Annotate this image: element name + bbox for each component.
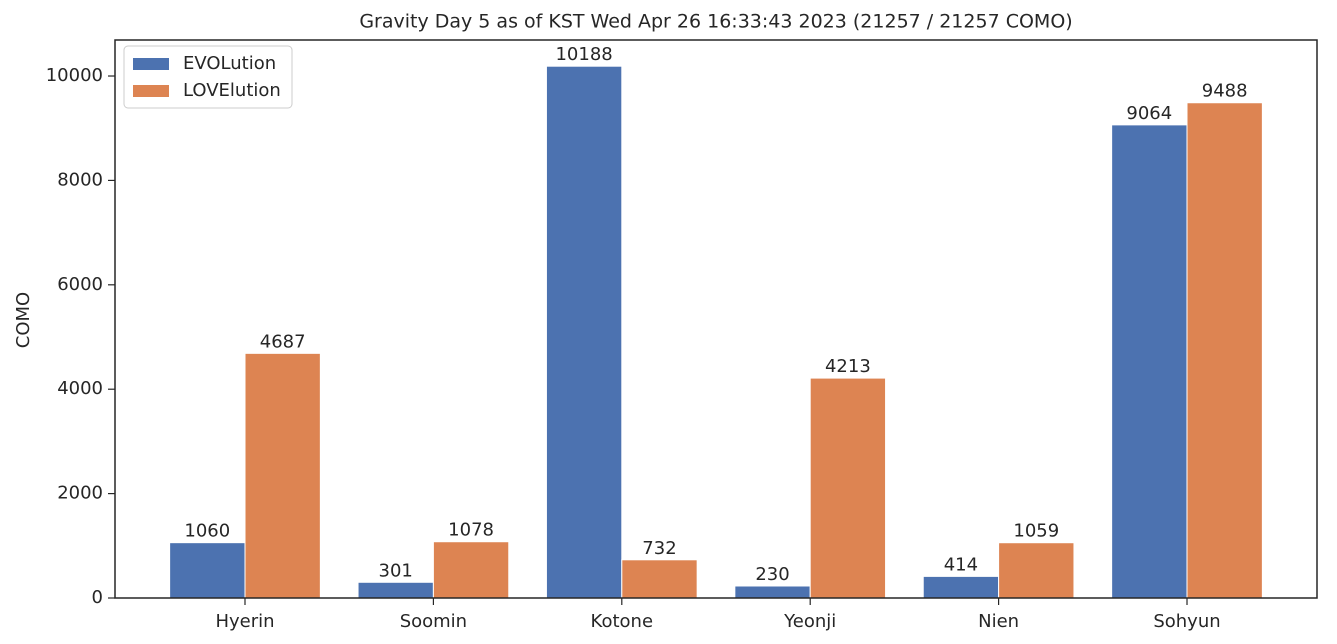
value-label: 301 bbox=[379, 560, 413, 581]
x-tick-label: Soomin bbox=[400, 611, 467, 632]
bar bbox=[621, 559, 698, 599]
bar bbox=[809, 377, 887, 599]
bar bbox=[357, 581, 434, 599]
plot-frame bbox=[114, 39, 1318, 599]
y-tick-label: 4000 bbox=[57, 378, 103, 399]
x-tick-label: Hyerin bbox=[215, 611, 274, 632]
x-tick-label: Sohyun bbox=[1153, 611, 1220, 632]
y-tick-label: 2000 bbox=[57, 483, 103, 504]
value-label: 4213 bbox=[825, 356, 871, 377]
bar bbox=[545, 65, 623, 599]
legend-swatch bbox=[133, 85, 169, 97]
value-label: 9064 bbox=[1126, 103, 1172, 124]
y-tick-label: 8000 bbox=[57, 169, 103, 190]
value-label: 10188 bbox=[555, 44, 612, 65]
y-tick-label: 6000 bbox=[57, 274, 103, 295]
y-axis-label: COMO bbox=[13, 292, 34, 348]
bar bbox=[169, 542, 246, 599]
bar bbox=[922, 575, 1000, 599]
value-label: 9488 bbox=[1202, 81, 1248, 102]
legend-swatch bbox=[133, 58, 169, 70]
value-label: 732 bbox=[642, 538, 676, 559]
bar bbox=[244, 352, 321, 599]
value-label: 1059 bbox=[1013, 521, 1059, 542]
bar bbox=[998, 542, 1075, 599]
value-label: 4687 bbox=[260, 331, 306, 352]
value-label: 1078 bbox=[448, 520, 494, 541]
x-tick-label: Nien bbox=[978, 611, 1019, 632]
bar bbox=[432, 541, 510, 599]
x-tick-label: Kotone bbox=[591, 611, 653, 632]
bar bbox=[1111, 124, 1188, 599]
legend-label: LOVElution bbox=[183, 80, 281, 101]
value-label: 1060 bbox=[184, 521, 230, 542]
legend-label: EVOLution bbox=[183, 53, 276, 74]
bar bbox=[734, 585, 811, 599]
value-label: 230 bbox=[755, 564, 789, 585]
y-tick-label: 10000 bbox=[46, 65, 103, 86]
x-tick-label: Yeonji bbox=[783, 611, 836, 632]
value-label: 414 bbox=[944, 554, 978, 575]
chart-title: Gravity Day 5 as of KST Wed Apr 26 16:33… bbox=[359, 11, 1072, 33]
y-tick-label: 0 bbox=[92, 587, 103, 608]
bar bbox=[1186, 102, 1263, 599]
